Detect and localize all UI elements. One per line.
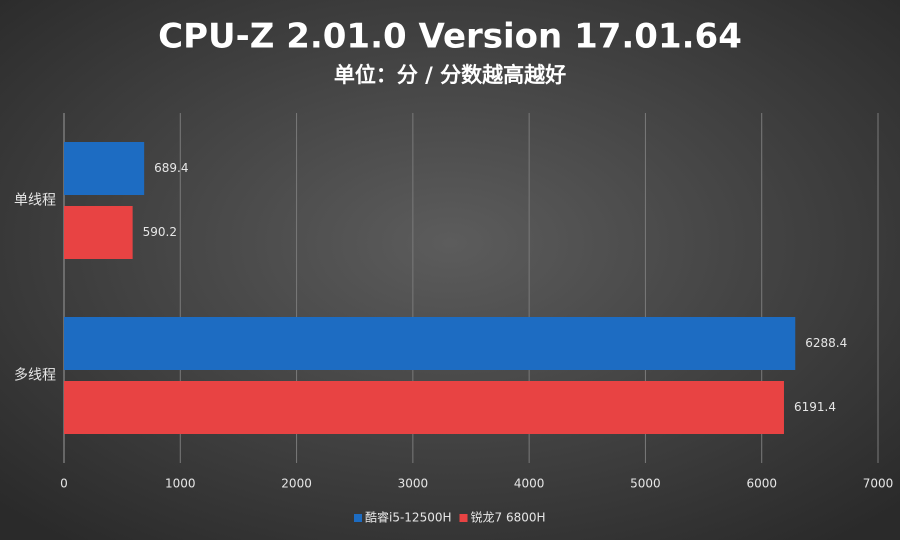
bar (64, 381, 784, 434)
y-tick-label: 多线程 (14, 367, 56, 384)
value-label: 590.2 (143, 225, 177, 239)
chart-subtitle: 单位：分 / 分数越高越好 (334, 63, 566, 87)
x-tick-label: 6000 (746, 477, 777, 491)
value-label: 6191.4 (794, 400, 836, 414)
bar (64, 142, 145, 195)
chart-title: CPU-Z 2.01.0 Version 17.01.64 (158, 17, 742, 57)
x-tick-label: 3000 (398, 477, 429, 491)
x-tick-label: 7000 (863, 477, 894, 491)
bar (64, 317, 796, 370)
value-label: 6288.4 (805, 336, 847, 350)
y-tick-label: 单线程 (14, 193, 56, 209)
x-tick-label: 5000 (630, 477, 661, 491)
x-tick-label: 1000 (165, 477, 196, 491)
x-tick-label: 0 (60, 477, 68, 491)
legend-swatch (459, 514, 468, 522)
legend-label: 酷睿i5-12500H (365, 510, 452, 525)
x-tick-label: 4000 (514, 477, 545, 491)
bar (64, 206, 133, 259)
legend-swatch (354, 514, 362, 522)
legend-label: 锐龙7 6800H (471, 511, 546, 525)
value-label: 689.4 (154, 161, 188, 175)
x-tick-label: 2000 (281, 477, 312, 491)
